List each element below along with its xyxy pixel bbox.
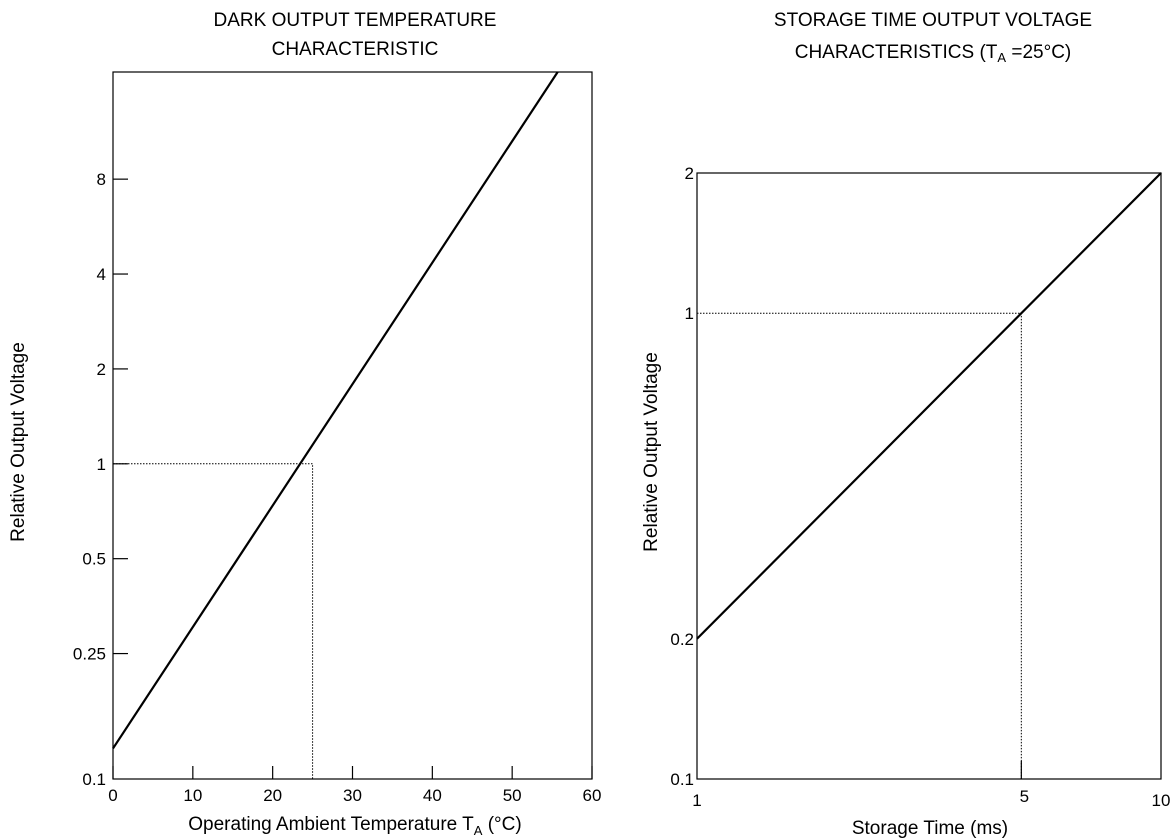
chart2-title-post: =25°C) <box>1006 42 1071 63</box>
chart1-x-tick-label: 40 <box>423 786 442 805</box>
chart1-y-tick-label: 0.1 <box>82 770 106 789</box>
chart2-series-line <box>696 172 1162 640</box>
chart1-x-tick-label: 20 <box>263 786 282 805</box>
chart2-x-tick-label: 1 <box>692 791 701 810</box>
chart1-title-line1: DARK OUTPUT TEMPERATURE <box>214 10 497 31</box>
chart1-y-tick-label: 0.5 <box>82 550 106 569</box>
chart1-y-tick-label: 1 <box>97 455 106 474</box>
chart1-y-axis-label: Relative Output Voltage <box>8 342 29 542</box>
chart2-title-pre: CHARACTERISTICS (T <box>795 42 998 63</box>
chart2-ticks: 1 5 10 0.1 0.2 1 2 <box>670 164 1170 810</box>
chart1-x-tick-label: 10 <box>183 786 202 805</box>
chart2-y-axis-label: Relative Output Voltage <box>641 352 662 552</box>
chart1-x-tick-label: 0 <box>108 786 117 805</box>
chart1-x-tick-label: 60 <box>583 786 602 805</box>
chart1-y-tick-label: 0.25 <box>73 645 106 664</box>
chart1-xlabel-subscript: A <box>474 823 483 838</box>
chart2-y-tick-label: 0.2 <box>670 630 694 649</box>
chart2-x-tick-label: 10 <box>1152 791 1171 810</box>
chart1-series-line <box>112 71 559 750</box>
chart-storage-time-output-voltage: STORAGE TIME OUTPUT VOLTAGE CHARACTERIST… <box>641 10 1170 839</box>
chart2-reference-lines <box>697 312 1022 779</box>
chart2-title-line2: CHARACTERISTICS (TA =25°C) <box>795 42 1072 65</box>
chart2-title-subscript: A <box>997 50 1006 65</box>
chart2-y-tick-label: 0.1 <box>670 770 694 789</box>
chart2-x-tick-label: 5 <box>1020 787 1029 806</box>
chart1-y-tick-label: 8 <box>97 170 106 189</box>
chart2-y-tick-label: 2 <box>685 164 694 183</box>
chart2-title-line1: STORAGE TIME OUTPUT VOLTAGE <box>774 10 1092 31</box>
chart1-reference-lines <box>113 463 314 779</box>
chart-dark-output-temperature: DARK OUTPUT TEMPERATURE CHARACTERISTIC 0… <box>8 10 601 838</box>
chart2-plot-frame <box>696 172 1162 780</box>
chart1-x-tick-label: 50 <box>503 786 522 805</box>
chart2-x-axis-label: Storage Time (ms) <box>852 818 1008 839</box>
chart1-y-tick-label: 4 <box>97 265 106 284</box>
chart1-y-tick-label: 2 <box>97 360 106 379</box>
chart1-title-line2: CHARACTERISTIC <box>272 39 439 60</box>
chart1-x-axis-label: Operating Ambient Temperature TA (°C) <box>188 814 521 838</box>
chart1-xlabel-unit: (°C) <box>482 814 521 835</box>
chart1-ticks: 0 10 20 30 40 50 60 0.1 0.25 0.5 1 2 4 8 <box>73 170 602 805</box>
chart1-xlabel-main: Operating Ambient Temperature T <box>188 814 474 835</box>
chart1-x-tick-label: 30 <box>343 786 362 805</box>
chart1-plot-frame <box>112 71 593 780</box>
chart2-y-tick-label: 1 <box>685 304 694 323</box>
